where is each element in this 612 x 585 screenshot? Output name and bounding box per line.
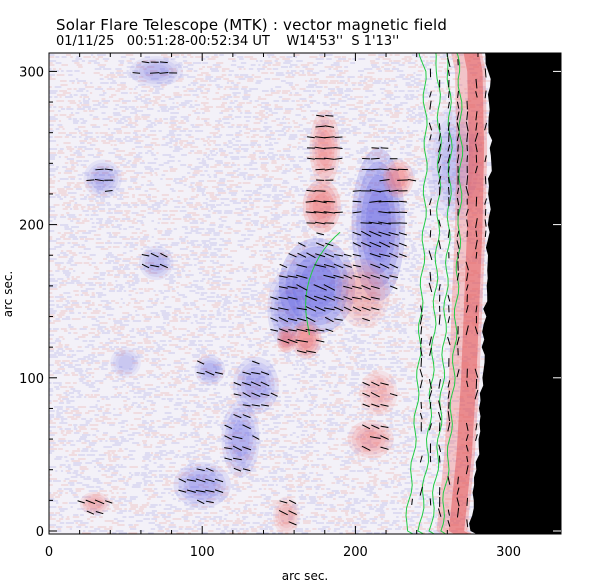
observation-time: 00:51:28-00:52:34 UT [126, 34, 270, 49]
chart-title: Solar Flare Telescope (MTK) : vector mag… [56, 16, 448, 34]
observation-position: W14'53'' S 1'13'' [286, 34, 400, 49]
observation-info: 01/11/25 00:51:28-00:52:34 UT W14'53'' S… [56, 34, 399, 49]
observation-date: 01/11/25 [56, 34, 115, 49]
noise-hatching [49, 53, 495, 534]
